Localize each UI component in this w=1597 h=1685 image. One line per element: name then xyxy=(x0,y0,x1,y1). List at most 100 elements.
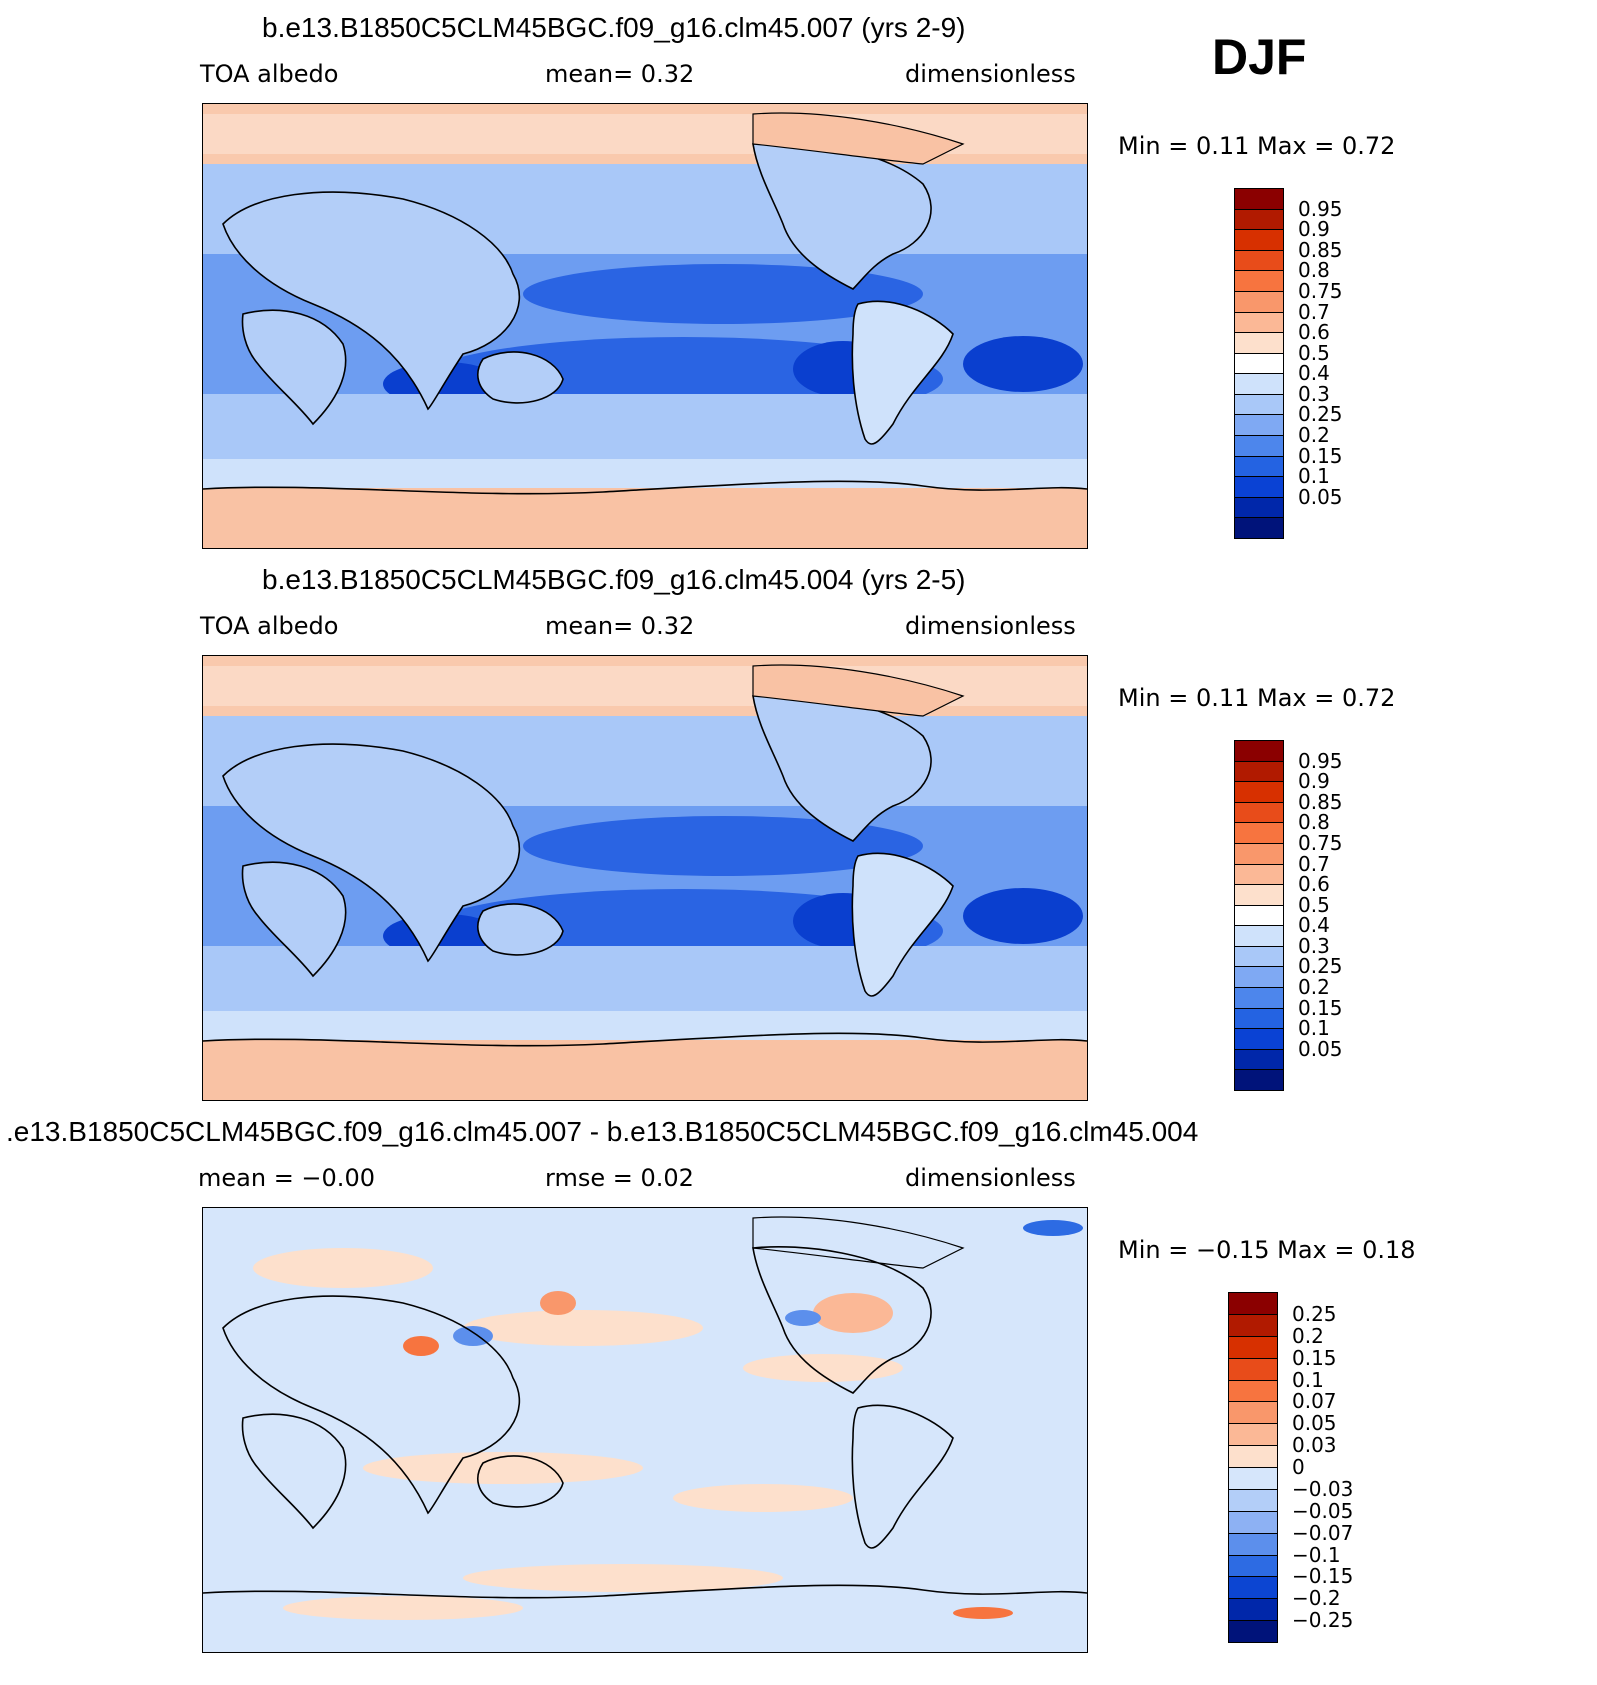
colorbar-swatch xyxy=(1234,208,1284,231)
colorbar-swatch xyxy=(1234,393,1284,416)
mean-label: mean = −0.00 xyxy=(198,1164,375,1192)
colorbar-swatch xyxy=(1234,781,1284,803)
colorbar-swatch xyxy=(1234,925,1284,947)
colorbar-swatch xyxy=(1234,987,1284,1009)
map-panel-middle xyxy=(202,655,1088,1101)
min-max-label: Min = 0.11 Max = 0.72 xyxy=(1118,132,1396,160)
colorbar-abs-middle: 0.95 0.9 0.85 0.8 0.75 0.7 0.6 0.5 0.4 0.3 0.25 0.2… xyxy=(1234,740,1374,1091)
units-label: dimensionless xyxy=(905,60,1076,88)
panel-title: b.e13.B1850C5CLM45BGC.f09_g16.clm45.007 … xyxy=(262,12,966,43)
colorbar-tick-label: 0.25 xyxy=(1298,954,1343,979)
colorbar-tick-label: 0.7 xyxy=(1298,851,1330,876)
colorbar-tick-label: 0.85 xyxy=(1298,237,1343,262)
colorbar-swatch xyxy=(1228,1488,1278,1512)
units-label: dimensionless xyxy=(905,1164,1076,1192)
colorbar-swatch xyxy=(1228,1576,1278,1600)
colorbar-swatch xyxy=(1234,517,1284,539)
colorbar-swatch xyxy=(1228,1620,1278,1643)
colorbar-tick-label: −0.15 xyxy=(1292,1564,1354,1589)
colorbar-swatch xyxy=(1234,352,1284,375)
colorbar-swatch xyxy=(1228,1292,1278,1315)
colorbar-tick-label: 0.07 xyxy=(1292,1389,1337,1414)
albedo-map xyxy=(203,104,1087,548)
colorbar-tick-label: 0.1 xyxy=(1292,1367,1324,1392)
colorbar-tick-label: 0.05 xyxy=(1298,1036,1343,1061)
units-label: dimensionless xyxy=(905,612,1076,640)
colorbar-tick-label: −0.2 xyxy=(1292,1586,1341,1611)
colorbar-swatch xyxy=(1234,229,1284,251)
colorbar-swatch xyxy=(1228,1510,1278,1534)
colorbar-tick-label: 0.75 xyxy=(1298,278,1343,303)
colorbar-abs-top: 0.95 0.9 0.85 0.8 0.75 0.7 0.6 0.5 0.4 0.3 0.25 0.2… xyxy=(1234,188,1374,539)
colorbar-swatch xyxy=(1234,822,1284,844)
colorbar-tick-label: −0.25 xyxy=(1292,1608,1354,1633)
colorbar-tick-label: −0.07 xyxy=(1292,1520,1354,1545)
colorbar-tick-label: 0.15 xyxy=(1292,1345,1337,1370)
colorbar-tick-label: 0.5 xyxy=(1298,340,1330,365)
colorbar-swatch xyxy=(1228,1423,1278,1447)
colorbar-tick-label: 0.95 xyxy=(1298,748,1343,773)
colorbar-swatch xyxy=(1234,760,1284,783)
colorbar-swatch xyxy=(1234,332,1284,354)
colorbar-tick-label: 0.8 xyxy=(1298,810,1330,835)
colorbar-tick-label: −0.1 xyxy=(1292,1542,1341,1567)
colorbar-swatch xyxy=(1234,884,1284,906)
mean-label: mean= 0.32 xyxy=(545,60,695,88)
colorbar-swatch xyxy=(1234,188,1284,210)
colorbar-swatch xyxy=(1234,945,1284,968)
colorbar-swatch xyxy=(1234,1069,1284,1091)
colorbar-tick-label: 0.2 xyxy=(1292,1323,1324,1348)
colorbar-tick-label: 0.4 xyxy=(1298,913,1330,938)
colorbar-tick-label: 0.75 xyxy=(1298,830,1343,855)
colorbar-swatch xyxy=(1234,1007,1284,1030)
colorbar-tick-label: 0.7 xyxy=(1298,299,1330,324)
colorbar-swatch xyxy=(1234,435,1284,457)
colorbar-swatch xyxy=(1228,1313,1278,1337)
season-label: DJF xyxy=(1212,29,1307,85)
colorbar-swatch xyxy=(1228,1401,1278,1425)
variable-label: TOA albedo xyxy=(200,612,339,640)
colorbar-diff: 0.25 0.2 0.15 0.1 0.07 0.05 0.03 0 −0.03 −0.05 −0.… xyxy=(1228,1292,1368,1643)
colorbar-swatch xyxy=(1228,1554,1278,1578)
colorbar-tick-label: 0.1 xyxy=(1298,1016,1330,1041)
colorbar-swatch xyxy=(1234,863,1284,886)
colorbar-tick-label: −0.05 xyxy=(1292,1498,1354,1523)
colorbar-tick-label: 0.6 xyxy=(1298,320,1330,345)
colorbar-swatch xyxy=(1234,740,1284,762)
colorbar-tick-label: 0.05 xyxy=(1292,1411,1337,1436)
colorbar-swatch xyxy=(1228,1598,1278,1622)
colorbar-swatch xyxy=(1234,249,1284,272)
colorbar-swatch xyxy=(1234,801,1284,824)
min-max-label: Min = −0.15 Max = 0.18 xyxy=(1118,1236,1416,1264)
colorbar-tick-label: 0.2 xyxy=(1298,975,1330,1000)
colorbar-swatch xyxy=(1234,455,1284,478)
variable-label: TOA albedo xyxy=(200,60,339,88)
colorbar-tick-label: 0.25 xyxy=(1298,402,1343,427)
map-panel-difference xyxy=(202,1207,1088,1653)
colorbar-tick-label: 0.15 xyxy=(1298,443,1343,468)
colorbar-swatch xyxy=(1234,904,1284,927)
colorbar-swatch xyxy=(1234,414,1284,437)
colorbar-tick-label: 0.5 xyxy=(1298,892,1330,917)
colorbar-swatch xyxy=(1234,270,1284,292)
panel-title: b.e13.B1850C5CLM45BGC.f09_g16.clm45.004 … xyxy=(262,564,966,595)
colorbar-swatch xyxy=(1228,1357,1278,1381)
colorbar-swatch xyxy=(1234,476,1284,498)
colorbar-tick-label: 0.85 xyxy=(1298,789,1343,814)
colorbar-swatch xyxy=(1234,373,1284,395)
colorbar-tick-label: −0.03 xyxy=(1292,1476,1354,1501)
colorbar-swatch xyxy=(1234,311,1284,334)
colorbar-swatch xyxy=(1228,1335,1278,1359)
colorbar-swatch xyxy=(1228,1532,1278,1556)
colorbar-tick-label: 0.9 xyxy=(1298,769,1330,794)
colorbar-swatch xyxy=(1234,290,1284,313)
colorbar-tick-label: 0.05 xyxy=(1298,484,1343,509)
colorbar-tick-label: 0.9 xyxy=(1298,217,1330,242)
colorbar-swatch xyxy=(1234,1048,1284,1071)
map-panel-top xyxy=(202,103,1088,549)
colorbar-tick-label: 0.3 xyxy=(1298,933,1330,958)
albedo-map xyxy=(203,656,1087,1100)
colorbar-swatch xyxy=(1234,1028,1284,1050)
colorbar-tick-label: 0.25 xyxy=(1292,1301,1337,1326)
colorbar-swatch xyxy=(1228,1467,1278,1490)
